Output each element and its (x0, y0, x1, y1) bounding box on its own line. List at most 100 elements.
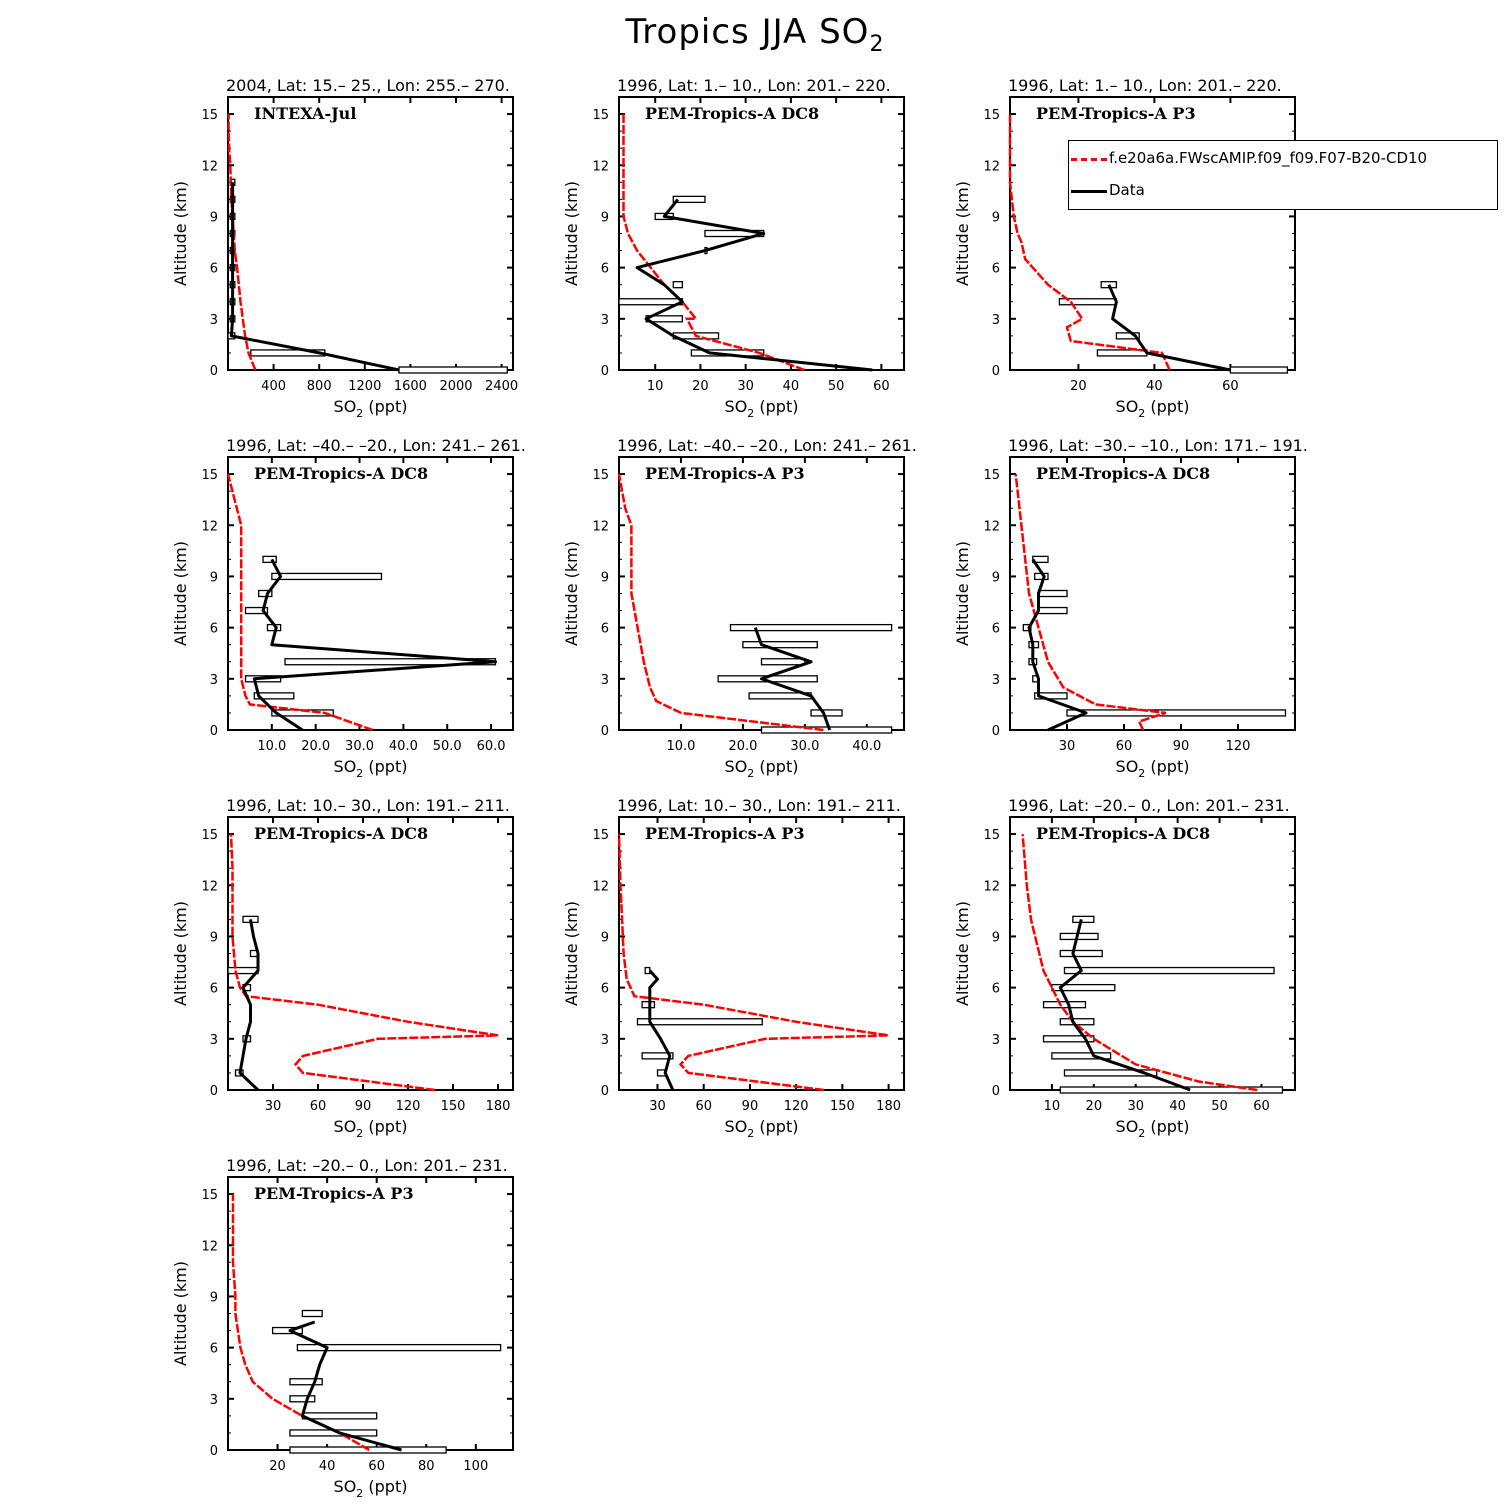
x-tick-label: 40 (319, 1459, 336, 1474)
y-axis-title: Altitude (km) (171, 181, 190, 286)
panel-header: 1996, Lat: 1.– 10., Lon: 201.– 220. (1008, 76, 1282, 95)
data-series-line (288, 1320, 402, 1452)
y-tick-label: 9 (601, 930, 609, 945)
plot-frame (227, 1176, 514, 1451)
y-tick-label: 3 (601, 313, 609, 328)
x-tick-label: 10 (1044, 1099, 1061, 1114)
y-tick-label: 9 (601, 570, 609, 585)
data-range-bar (1072, 915, 1095, 924)
y-tick-label: 0 (210, 1444, 218, 1459)
y-tick-label: 15 (592, 108, 609, 123)
x-tick-label: 150 (830, 1099, 855, 1114)
x-tick-label: 30.0 (790, 739, 819, 754)
chart-panel-3: 1996, Lat: 1.– 10., Lon: 201.– 220. PEM-T… (953, 76, 1296, 420)
x-axis-title: SO2 (ppt) (1116, 397, 1190, 420)
x-axis-title: SO2 (ppt) (334, 1477, 408, 1500)
data-series-line (1107, 284, 1231, 372)
x-axis-title: SO2 (ppt) (725, 397, 799, 420)
y-tick-label: 6 (601, 622, 609, 637)
plot-frame (1009, 96, 1296, 371)
data-range-bar (289, 1395, 316, 1403)
x-tick-label: 100 (463, 1459, 488, 1474)
x-tick-label: 30 (737, 379, 754, 394)
y-tick-label: 3 (210, 1393, 218, 1408)
x-tick-label: 50.0 (433, 739, 462, 754)
x-tick-label: 120 (1226, 739, 1251, 754)
data-series-line (635, 198, 873, 372)
plot-frame (1009, 816, 1296, 1091)
y-tick-label: 3 (601, 1033, 609, 1048)
data-range-bar (271, 1326, 303, 1335)
data-range-bar (1115, 332, 1140, 340)
x-tick-label: 90 (355, 1099, 372, 1114)
y-tick-label: 12 (201, 879, 218, 894)
y-tick-label: 12 (201, 1239, 218, 1254)
plot-frame (227, 96, 514, 371)
page-title: Tropics JJA SO2 (625, 12, 885, 57)
data-range-bar (289, 1378, 323, 1386)
panel-label: PEM-Tropics-A P3 (645, 464, 805, 483)
x-tick-label: 20.0 (728, 739, 757, 754)
y-axis-title: Altitude (km) (953, 901, 972, 1006)
y-tick-label: 9 (992, 570, 1000, 585)
y-tick-label: 3 (992, 1033, 1000, 1048)
x-tick-label: 90 (742, 1099, 759, 1114)
data-series-line (229, 182, 400, 372)
y-tick-label: 3 (992, 313, 1000, 328)
y-tick-label: 9 (992, 210, 1000, 225)
data-series-line (1058, 919, 1191, 1092)
y-tick-label: 12 (592, 519, 609, 534)
y-tick-label: 0 (601, 1084, 609, 1099)
data-range-bar (729, 623, 893, 632)
data-range-bar (1051, 1052, 1112, 1060)
x-tick-label: 50 (828, 379, 845, 394)
y-tick-label: 3 (992, 673, 1000, 688)
x-tick-label: 30.0 (345, 739, 374, 754)
x-axis-title: SO2 (ppt) (725, 1117, 799, 1140)
x-tick-label: 60 (310, 1099, 327, 1114)
panel-header: 1996, Lat: 10.– 30., Lon: 191.– 211. (617, 796, 901, 815)
x-axis-title: SO2 (ppt) (1116, 757, 1190, 780)
y-tick-label: 15 (201, 1188, 218, 1203)
data-range-bar (1022, 623, 1032, 632)
chart-panel-6: 1996, Lat: –30.– –10., Lon: 171.– 191. PE… (953, 436, 1308, 780)
x-tick-label: 20 (1086, 1099, 1103, 1114)
y-tick-label: 15 (592, 828, 609, 843)
y-tick-label: 3 (210, 313, 218, 328)
panel-label: INTEXA-Jul (254, 104, 356, 123)
data-range-bar (1229, 366, 1289, 374)
legend: f.e20a6a.FWscAMIP.f09_f09.F07-B20-CD10 D… (1068, 140, 1498, 210)
y-axis-title: Altitude (km) (171, 901, 190, 1006)
x-tick-label: 60 (1116, 739, 1133, 754)
data-range-bar (301, 1309, 323, 1318)
data-range-bar (760, 726, 893, 734)
model-series-line (229, 834, 499, 1092)
y-tick-label: 3 (210, 1033, 218, 1048)
data-range-bar (672, 281, 683, 289)
y-tick-label: 9 (210, 1290, 218, 1305)
data-range-bar (1063, 1069, 1158, 1077)
x-tick-label: 2000 (439, 379, 472, 394)
y-axis-title: Altitude (km) (562, 541, 581, 646)
x-tick-label: 30 (1059, 739, 1076, 754)
chart-panel-8: 1996, Lat: 10.– 30., Lon: 191.– 211. PEM-… (562, 796, 905, 1140)
legend-model-swatch (1071, 158, 1107, 161)
y-tick-label: 12 (983, 519, 1000, 534)
y-tick-label: 9 (601, 210, 609, 225)
model-series-line (1014, 473, 1167, 731)
y-tick-label: 12 (983, 159, 1000, 174)
y-tick-label: 0 (210, 1084, 218, 1099)
x-tick-label: 60 (1253, 1099, 1270, 1114)
y-tick-label: 0 (601, 724, 609, 739)
model-series-line (226, 473, 374, 732)
y-tick-label: 15 (592, 468, 609, 483)
x-axis-title: SO2 (ppt) (334, 397, 408, 420)
chart-panel-10: 1996, Lat: –20.– 0., Lon: 201.– 231. PEM-… (171, 1156, 514, 1500)
x-tick-label: 120 (784, 1099, 809, 1114)
model-series-line (617, 473, 824, 732)
y-tick-label: 15 (983, 468, 1000, 483)
data-range-bar (1037, 589, 1068, 598)
y-tick-label: 15 (201, 468, 218, 483)
data-range-bar (1063, 966, 1275, 975)
